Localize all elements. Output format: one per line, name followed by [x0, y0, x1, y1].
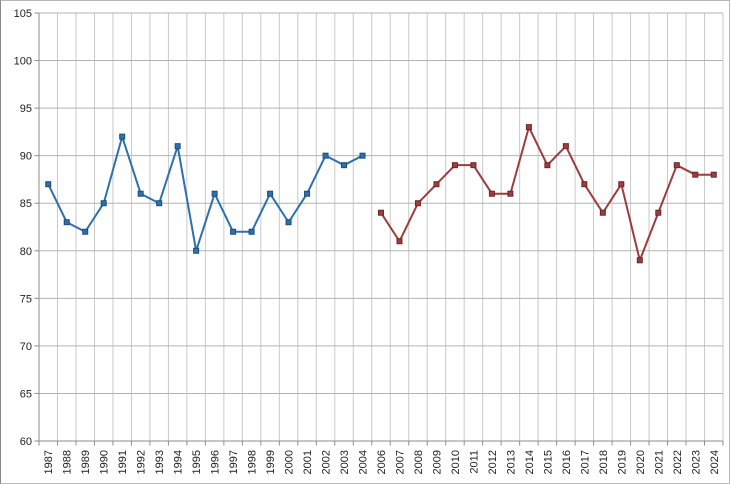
x-axis-tick-label: 2012 — [487, 450, 499, 474]
data-point-marker — [193, 247, 200, 254]
x-axis-tick-label: 1988 — [62, 450, 74, 474]
series-line — [47, 135, 364, 252]
axes — [38, 13, 723, 442]
data-point-marker — [63, 219, 70, 226]
x-axis-tick-label: 2003 — [339, 450, 351, 474]
x-axis-tick-label: 2019 — [616, 450, 628, 474]
data-point-marker — [211, 190, 218, 197]
x-axis-tick-label: 1989 — [80, 450, 92, 474]
y-axis-tick-label: 95 — [20, 103, 32, 115]
x-axis-tick-label: 1992 — [136, 450, 148, 474]
data-point-marker — [322, 152, 329, 159]
x-axis-tick-label: 2023 — [690, 450, 702, 474]
x-axis-tick-label: 2022 — [672, 450, 684, 474]
x-axis-tick-label: 1987 — [43, 450, 55, 474]
series-line — [380, 126, 715, 262]
x-axis-tick-label: 1999 — [265, 450, 277, 474]
x-axis-tick-label: 2015 — [542, 450, 554, 474]
x-axis-tick-label: 1994 — [173, 450, 185, 474]
x-axis-tick-label: 2014 — [524, 450, 536, 474]
x-axis-tick-label: 1995 — [191, 450, 203, 474]
data-point-marker — [710, 171, 717, 178]
y-axis-tick-label: 85 — [20, 198, 32, 210]
data-point-marker — [451, 162, 458, 169]
data-point-marker — [525, 124, 532, 131]
y-axis-labels: 60 65 70 75 80 85 90 95 100 105 — [14, 8, 39, 448]
x-axis-tick-label: 2018 — [598, 450, 610, 474]
y-axis-tick-label: 60 — [20, 436, 32, 448]
x-axis-tick-label: 1990 — [99, 450, 111, 474]
data-point-marker — [285, 219, 292, 226]
data-point-marker — [119, 133, 126, 140]
data-point-marker — [341, 162, 348, 169]
data-point-marker — [174, 143, 181, 150]
data-point-marker — [544, 162, 551, 169]
data-point-marker — [230, 228, 237, 235]
y-axis-tick-label: 65 — [20, 388, 32, 400]
data-point-marker — [396, 238, 403, 245]
x-axis-tick-label: 2011 — [468, 450, 480, 474]
x-axis-tick-label: 2016 — [561, 450, 573, 474]
x-axis-tick-label: 2004 — [358, 450, 370, 474]
x-axis-tick-label: 2013 — [505, 450, 517, 474]
data-point-marker — [433, 181, 440, 188]
data-point-marker — [562, 143, 569, 150]
data-point-marker — [618, 181, 625, 188]
y-axis-tick-label: 70 — [20, 341, 32, 353]
x-axis-tick-label: 2006 — [376, 450, 388, 474]
y-axis-tick-label: 100 — [14, 56, 32, 68]
x-axis-tick-label: 2021 — [653, 450, 665, 474]
data-point-marker — [82, 228, 89, 235]
data-point-marker — [636, 257, 643, 264]
data-point-marker — [470, 162, 477, 169]
y-axis-tick-label: 105 — [14, 8, 32, 20]
y-axis-tick-label: 80 — [20, 246, 32, 258]
x-axis-tick-label: 2000 — [284, 450, 296, 474]
data-point-marker — [581, 181, 588, 188]
x-axis-tick-label: 1998 — [247, 450, 259, 474]
data-point-marker — [673, 162, 680, 169]
y-axis-tick-label: 90 — [20, 151, 32, 163]
x-axis-tick-label: 1991 — [117, 450, 129, 474]
data-point-marker — [45, 181, 52, 188]
data-point-marker — [488, 190, 495, 197]
vertical-gridlines — [38, 13, 724, 441]
x-axis-tick-label: 2002 — [321, 450, 333, 474]
data-point-marker — [507, 190, 514, 197]
data-point-marker — [100, 200, 107, 207]
x-axis-tick-label: 1996 — [210, 450, 222, 474]
data-point-marker — [692, 171, 699, 178]
x-axis-tick-label: 2024 — [709, 450, 721, 474]
data-point-marker — [414, 200, 421, 207]
x-axis-tick-label: 2010 — [450, 450, 462, 474]
x-axis-tick-label: 2020 — [635, 450, 647, 474]
x-axis-tick-label: 2017 — [579, 450, 591, 474]
data-point-marker — [267, 190, 274, 197]
series-blue — [45, 133, 366, 254]
x-axis-tick-label: 2009 — [431, 450, 443, 474]
data-point-marker — [655, 209, 662, 216]
y-axis-tick-label: 75 — [20, 293, 32, 305]
x-axis-tick-label: 2001 — [302, 450, 314, 474]
data-point-marker — [378, 209, 384, 216]
data-point-marker — [137, 190, 144, 197]
data-point-marker — [248, 228, 255, 235]
x-axis-tick-label: 2008 — [413, 450, 425, 474]
x-axis-labels: 1987 1988 1989 1990 1991 1992 1993 1994 1995 1996… — [38, 441, 724, 474]
data-point-marker — [156, 200, 163, 207]
horizontal-gridlines — [39, 12, 723, 442]
x-axis-tick-label: 2007 — [394, 450, 406, 474]
data-point-marker — [599, 209, 606, 216]
x-axis-tick-label: 1993 — [154, 450, 166, 474]
x-axis-tick-label: 1997 — [228, 450, 240, 474]
data-point-marker — [304, 190, 311, 197]
series-red — [378, 124, 717, 264]
data-point-marker — [359, 152, 366, 159]
